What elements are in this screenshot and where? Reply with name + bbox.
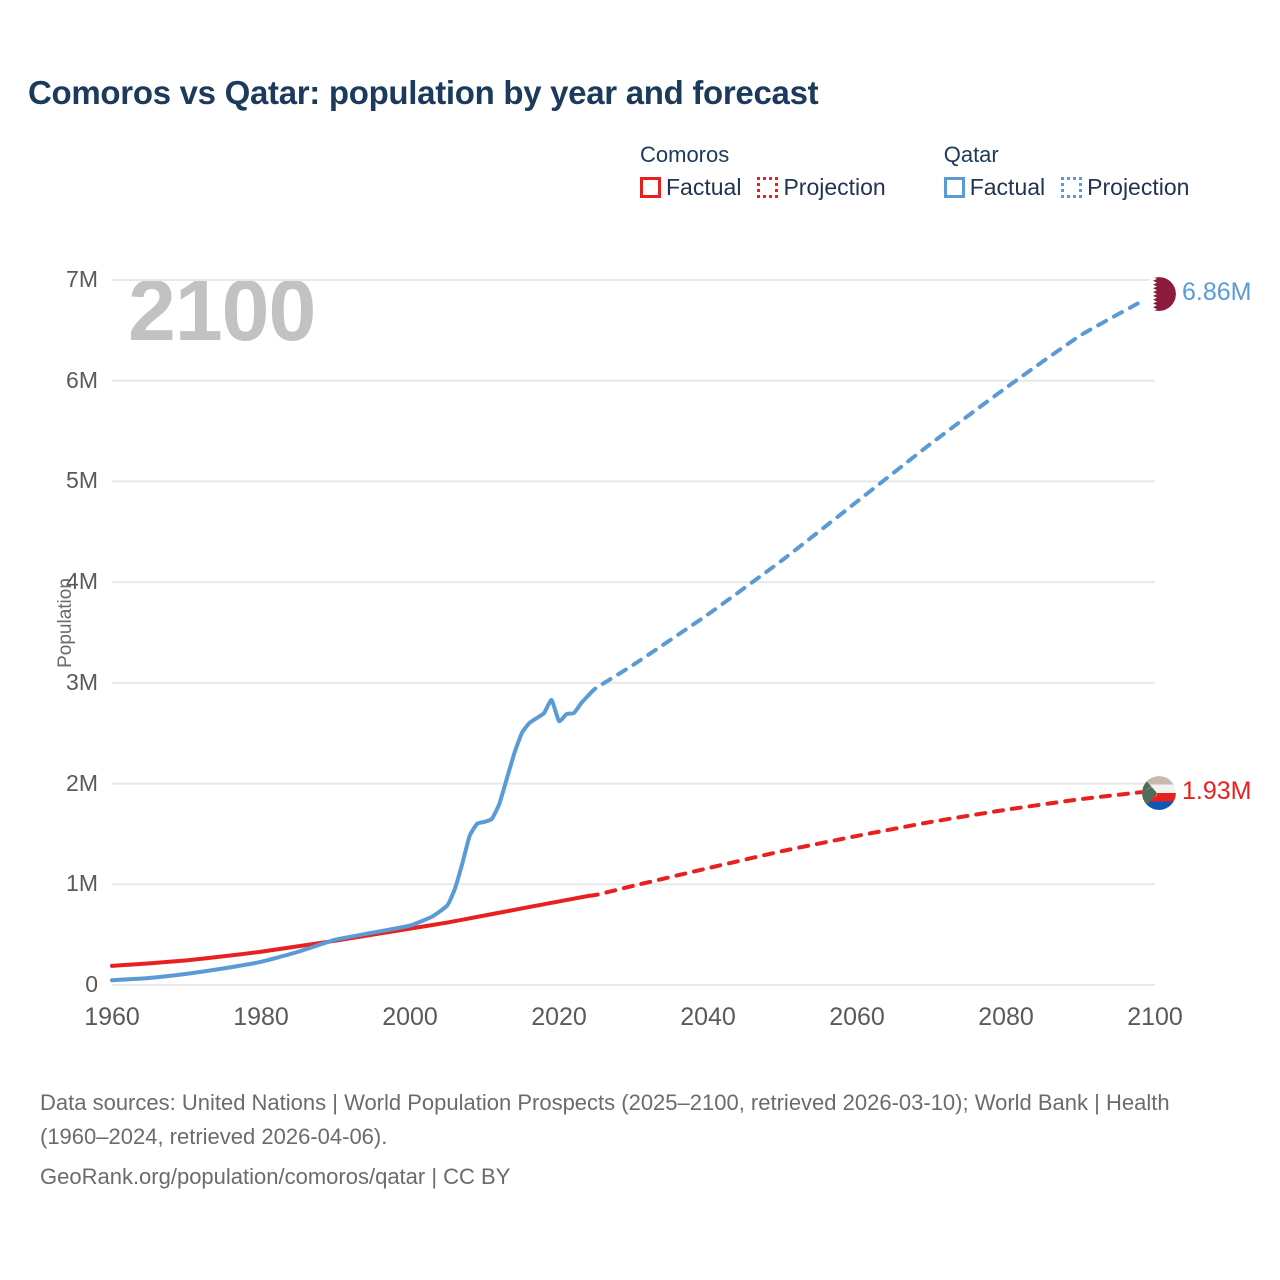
x-tick-label: 2020 — [531, 1003, 587, 1031]
legend-swatch-dotted-icon — [757, 176, 779, 198]
y-tick-label: 5M — [66, 467, 98, 494]
end-label-qatar: 6.86M — [1182, 278, 1252, 306]
legend-item-comoros-projection[interactable]: Projection — [757, 174, 886, 200]
legend-item-qatar-projection[interactable]: Projection — [1061, 174, 1189, 200]
x-tick-label: 1960 — [84, 1003, 140, 1031]
legend-label-qatar-factual: Factual — [969, 174, 1046, 200]
legend-items-qatar: Factual Projection — [943, 174, 1189, 200]
footer-url[interactable]: GeoRank.org/population/comoros/qatar | C… — [40, 1164, 511, 1189]
legend-item-qatar-factual[interactable]: Factual — [943, 174, 1046, 200]
legend-swatch-solid-icon — [943, 176, 965, 198]
series-line-projection-comoros — [586, 788, 1157, 898]
x-tick-label: 2000 — [382, 1003, 438, 1031]
footer: Data sources: United Nations | World Pop… — [40, 1086, 1240, 1194]
chart-legend: Comoros Factual Projection Qatar Factual… — [640, 142, 1189, 200]
legend-group-title-comoros: Comoros — [640, 142, 730, 167]
series-line-projection-qatar — [586, 292, 1157, 697]
legend-item-comoros-factual[interactable]: Factual — [640, 174, 741, 200]
footer-data-sources: Data sources: United Nations | World Pop… — [40, 1090, 1170, 1149]
x-tick-label: 2080 — [978, 1003, 1034, 1031]
end-label-comoros: 1.93M — [1182, 777, 1252, 805]
y-tick-label: 7M — [66, 266, 98, 292]
y-tick-label: 3M — [66, 668, 98, 695]
legend-label-comoros-projection: Projection — [783, 174, 886, 200]
x-tick-label: 2060 — [829, 1003, 885, 1031]
legend-swatch-dotted-icon — [1061, 176, 1083, 198]
series-line-factual-qatar — [110, 692, 591, 983]
x-tick-label: 1980 — [233, 1003, 289, 1031]
y-tick-label: 0 — [85, 971, 98, 997]
series-line-factual-comoros — [110, 893, 591, 968]
legend-label-qatar-projection: Projection — [1087, 174, 1190, 200]
watermark-year: 2100 — [128, 263, 316, 359]
legend-items-comoros: Factual Projection — [640, 174, 886, 200]
x-tick-label: 2040 — [680, 1003, 736, 1031]
comoros-flag-marker-icon — [1142, 776, 1176, 810]
x-tick-label: 2100 — [1127, 1003, 1183, 1031]
y-tick-label: 1M — [66, 870, 98, 897]
legend-group-comoros: Comoros Factual Projection — [640, 142, 886, 200]
legend-group-qatar: Qatar Factual Projection — [943, 142, 1189, 200]
legend-swatch-solid-icon — [640, 176, 661, 198]
legend-group-title-qatar: Qatar — [943, 142, 999, 167]
x-axis-tick-labels: 1960 1980 2000 2020 2040 2060 2080 2100 — [0, 1005, 1280, 1045]
y-tick-label: 4M — [66, 568, 98, 595]
qatar-flag-marker-icon — [1142, 277, 1176, 311]
y-tick-label: 6M — [66, 366, 98, 393]
y-axis-tick-labels: 0 1M 2M 3M 4M 5M 6M 7M — [32, 0, 98, 1280]
y-tick-label: 2M — [66, 769, 98, 796]
legend-label-comoros-factual: Factual — [666, 174, 742, 200]
page-title: Comoros vs Qatar: population by year and… — [28, 74, 819, 111]
